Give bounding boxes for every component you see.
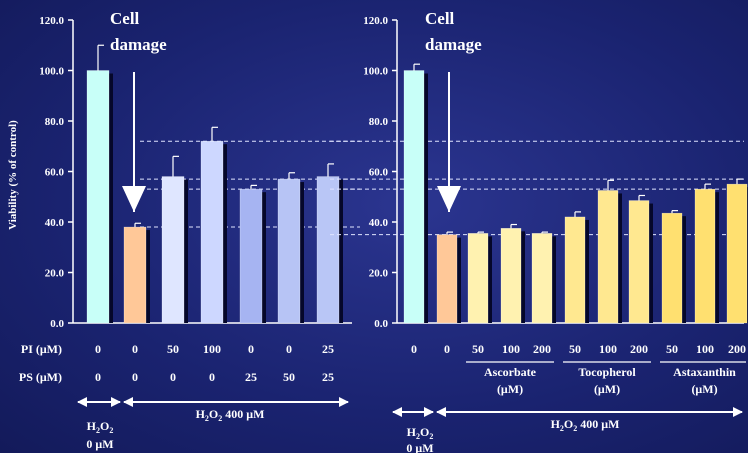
left-row-ps-value: 0 (95, 370, 101, 384)
left-row-pi-value: 0 (248, 342, 254, 356)
right-control-dose: 0 μM (406, 441, 433, 453)
left-bar (161, 176, 185, 324)
left-row-ps-value: 25 (322, 370, 334, 384)
right-y-tick-label: 20.0 (369, 268, 389, 280)
left-annotation-line-1: Cell (110, 9, 140, 28)
left-control-dose: 0 μM (86, 437, 113, 451)
right-treated-label: H2O2 400 μM (551, 417, 620, 433)
right-group-name: Tocopherol (578, 365, 636, 379)
left-y-tick-label: 80.0 (45, 116, 65, 128)
left-bar (316, 176, 340, 324)
right-bar (467, 233, 489, 324)
left-y-tick-label: 120.0 (39, 15, 64, 27)
right-concentration-value: 0 (444, 342, 450, 356)
right-concentration-value: 200 (533, 342, 551, 356)
right-group-unit: (μM) (594, 382, 620, 396)
right-annotation-line-1: Cell (425, 9, 455, 28)
left-row-ps-value: 50 (283, 370, 295, 384)
right-concentration-value: 50 (569, 342, 581, 356)
left-row-ps-value: 0 (132, 370, 138, 384)
left-y-tick-label: 60.0 (45, 167, 65, 179)
left-y-tick-label: 40.0 (45, 217, 65, 229)
right-y-tick-label: 60.0 (369, 167, 389, 179)
left-bar (200, 140, 224, 324)
left-row-ps-value: 25 (245, 370, 257, 384)
left-row-label-ps: PS (μM) (19, 370, 62, 384)
right-damage-arrowhead (437, 186, 461, 212)
right-bar (531, 233, 553, 324)
right-y-tick-label: 40.0 (369, 217, 389, 229)
right-y-tick-label: 120.0 (363, 15, 388, 27)
right-group-name: Ascorbate (484, 365, 537, 379)
right-concentration-value: 200 (728, 342, 746, 356)
left-row-pi-value: 100 (203, 342, 221, 356)
left-damage-arrowhead (122, 186, 146, 212)
left-y-axis-title: Viability (% of control) (7, 120, 19, 230)
left-bar (239, 188, 263, 324)
left-row-pi-value: 0 (286, 342, 292, 356)
left-treated-label: H2O2 400 μM (196, 407, 265, 423)
right-bar (661, 212, 683, 324)
right-y-tick-label: 80.0 (369, 116, 389, 128)
left-row-pi-value: 0 (132, 342, 138, 356)
right-annotation-line-2: damage (425, 35, 482, 54)
right-bar (436, 234, 458, 324)
left-row-pi-value: 25 (322, 342, 334, 356)
left-row-label-pi: PI (μM) (21, 342, 62, 356)
right-bar (403, 70, 425, 324)
right-y-tick-label: 100.0 (363, 66, 388, 78)
right-group-name: Astaxanthin (673, 365, 736, 379)
left-y-tick-label: 0.0 (50, 318, 64, 330)
right-bar (500, 228, 522, 324)
left-bar (123, 226, 147, 324)
right-bar (628, 200, 650, 324)
right-bar (564, 216, 586, 324)
left-row-ps-value: 0 (170, 370, 176, 384)
right-y-tick-label: 0.0 (374, 318, 388, 330)
left-row-pi-value: 0 (95, 342, 101, 356)
right-bar (726, 183, 748, 324)
left-y-tick-label: 100.0 (39, 66, 64, 78)
left-row-ps-value: 0 (209, 370, 215, 384)
left-row-pi-value: 50 (167, 342, 179, 356)
right-group-unit: (μM) (497, 382, 523, 396)
left-control-label: H2O2 (87, 419, 114, 435)
left-bar (86, 70, 110, 324)
right-concentration-value: 100 (502, 342, 520, 356)
right-control-label: H2O2 (407, 425, 434, 441)
right-concentration-value: 0 (411, 342, 417, 356)
left-annotation-line-2: damage (110, 35, 167, 54)
left-bar (277, 178, 301, 324)
right-bar (694, 188, 716, 324)
right-group-unit: (μM) (691, 382, 717, 396)
right-concentration-value: 50 (472, 342, 484, 356)
right-concentration-value: 100 (599, 342, 617, 356)
right-concentration-value: 200 (630, 342, 648, 356)
left-y-tick-label: 20.0 (45, 268, 65, 280)
right-concentration-value: 50 (666, 342, 678, 356)
right-concentration-value: 100 (696, 342, 714, 356)
right-bar (597, 190, 619, 324)
